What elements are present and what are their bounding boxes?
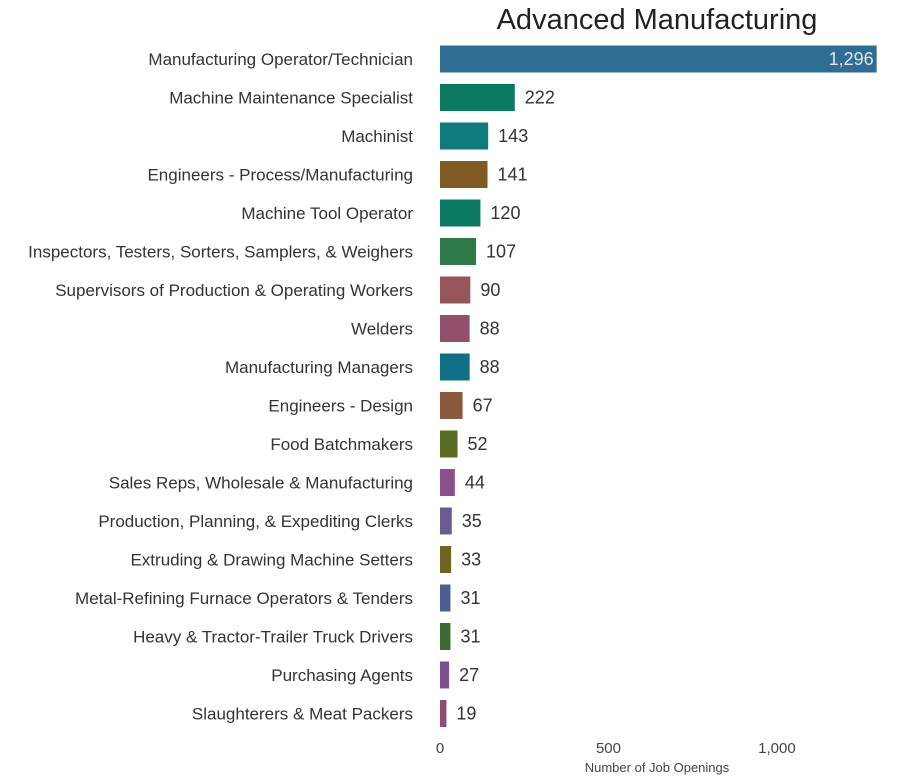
category-label: Supervisors of Production & Operating Wo…: [55, 281, 413, 300]
category-label: Manufacturing Operator/Technician: [148, 50, 413, 69]
data-label: 141: [498, 165, 528, 185]
data-label: 19: [456, 704, 476, 724]
category-label: Food Batchmakers: [270, 435, 413, 454]
bar: [440, 199, 481, 227]
category-label: Machine Tool Operator: [241, 204, 413, 223]
x-tick-label: 1,000: [758, 740, 796, 757]
category-label: Heavy & Tractor-Trailer Truck Drivers: [133, 628, 413, 647]
bars-layer: [440, 45, 877, 727]
category-label: Machine Maintenance Specialist: [169, 89, 413, 108]
data-label: 67: [473, 396, 493, 416]
bar: [440, 469, 455, 496]
bar: [440, 161, 488, 188]
bar: [440, 700, 447, 727]
bar: [440, 507, 452, 535]
data-label: 44: [465, 473, 485, 493]
data-label: 107: [486, 242, 516, 262]
data-label: 31: [460, 627, 480, 647]
bar: [440, 238, 477, 265]
data-label: 90: [480, 280, 500, 300]
data-label: 35: [462, 511, 482, 531]
bar: [440, 546, 452, 573]
data-label: 27: [459, 665, 479, 685]
category-label: Metal-Refining Furnace Operators & Tende…: [75, 589, 413, 608]
bar: [440, 584, 451, 612]
bar: [440, 45, 877, 73]
data-label: 31: [460, 588, 480, 608]
x-axis-ticks: 0 500 1,000: [436, 740, 796, 757]
data-label: 143: [498, 126, 528, 146]
category-label: Engineers - Process/Manufacturing: [147, 166, 413, 185]
category-label: Production, Planning, & Expediting Clerk…: [98, 512, 413, 531]
bar: [440, 623, 451, 650]
x-axis-title: Number of Job Openings: [585, 760, 730, 775]
data-label: 88: [480, 319, 500, 339]
x-tick-label: 0: [436, 740, 444, 757]
category-label: Sales Reps, Wholesale & Manufacturing: [109, 474, 413, 493]
data-label: 120: [490, 203, 520, 223]
bar: [440, 392, 463, 419]
category-label: Welders: [351, 320, 413, 339]
category-label: Extruding & Drawing Machine Setters: [130, 551, 413, 570]
category-label: Inspectors, Testers, Sorters, Samplers, …: [28, 243, 413, 262]
bar: [440, 122, 489, 150]
data-label: 52: [468, 434, 488, 454]
data-label: 222: [525, 88, 555, 108]
data-label: 88: [480, 357, 500, 377]
category-labels: Manufacturing Operator/Technician Machine…: [28, 50, 413, 724]
x-tick-label: 500: [596, 740, 621, 757]
bar: [440, 315, 470, 342]
category-label: Engineers - Design: [268, 397, 413, 416]
chart-title: Advanced Manufacturing: [497, 4, 818, 36]
data-label: 33: [461, 550, 481, 570]
category-label: Slaughterers & Meat Packers: [192, 705, 413, 724]
bar: [440, 353, 470, 381]
bar: [440, 276, 471, 304]
bar: [440, 430, 458, 458]
category-label: Purchasing Agents: [271, 666, 413, 685]
data-label: 1,296: [829, 49, 874, 69]
value-labels: 1,296 222 143 141 120 107 90 88 88 67 52 44 35 33 31 31…: [456, 49, 873, 724]
bar: [440, 84, 515, 111]
bar: [440, 661, 450, 689]
category-label: Manufacturing Managers: [225, 358, 413, 377]
category-label: Machinist: [341, 127, 413, 146]
